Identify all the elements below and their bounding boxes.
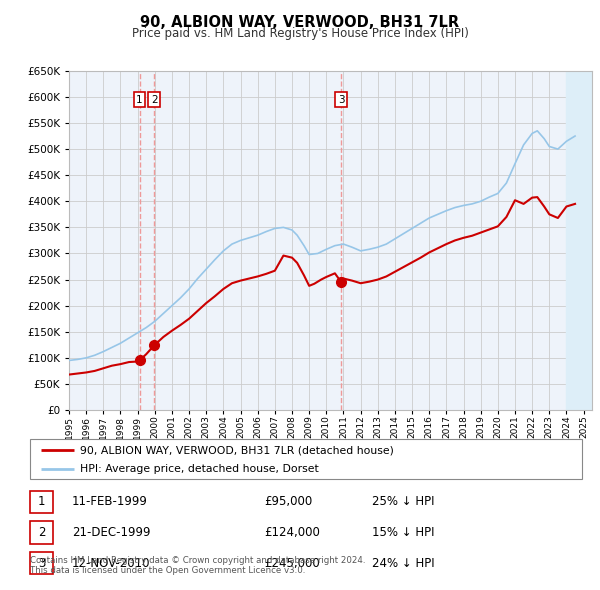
Text: 2: 2 [151,94,158,104]
Text: 12-NOV-2010: 12-NOV-2010 [72,557,151,570]
Bar [566,71,592,410]
Text: 1: 1 [136,94,143,104]
Text: £124,000: £124,000 [264,526,320,539]
Text: 11-FEB-1999: 11-FEB-1999 [72,496,148,509]
Text: 21-DEC-1999: 21-DEC-1999 [72,526,151,539]
Text: 3: 3 [38,557,45,570]
Text: 90, ALBION WAY, VERWOOD, BH31 7LR: 90, ALBION WAY, VERWOOD, BH31 7LR [140,15,460,30]
Text: £245,000: £245,000 [264,557,320,570]
Text: This data is licensed under the Open Government Licence v3.0.: This data is licensed under the Open Gov… [30,566,305,575]
Text: 1: 1 [38,496,45,509]
Text: 24% ↓ HPI: 24% ↓ HPI [372,557,434,570]
Text: £95,000: £95,000 [264,496,312,509]
Text: 2: 2 [38,526,45,539]
Text: Contains HM Land Registry data © Crown copyright and database right 2024.: Contains HM Land Registry data © Crown c… [30,556,365,565]
Text: 3: 3 [338,94,344,104]
Text: 25% ↓ HPI: 25% ↓ HPI [372,496,434,509]
Text: Price paid vs. HM Land Registry's House Price Index (HPI): Price paid vs. HM Land Registry's House … [131,27,469,40]
Text: HPI: Average price, detached house, Dorset: HPI: Average price, detached house, Dors… [80,464,319,474]
Text: 90, ALBION WAY, VERWOOD, BH31 7LR (detached house): 90, ALBION WAY, VERWOOD, BH31 7LR (detac… [80,445,394,455]
Text: 15% ↓ HPI: 15% ↓ HPI [372,526,434,539]
